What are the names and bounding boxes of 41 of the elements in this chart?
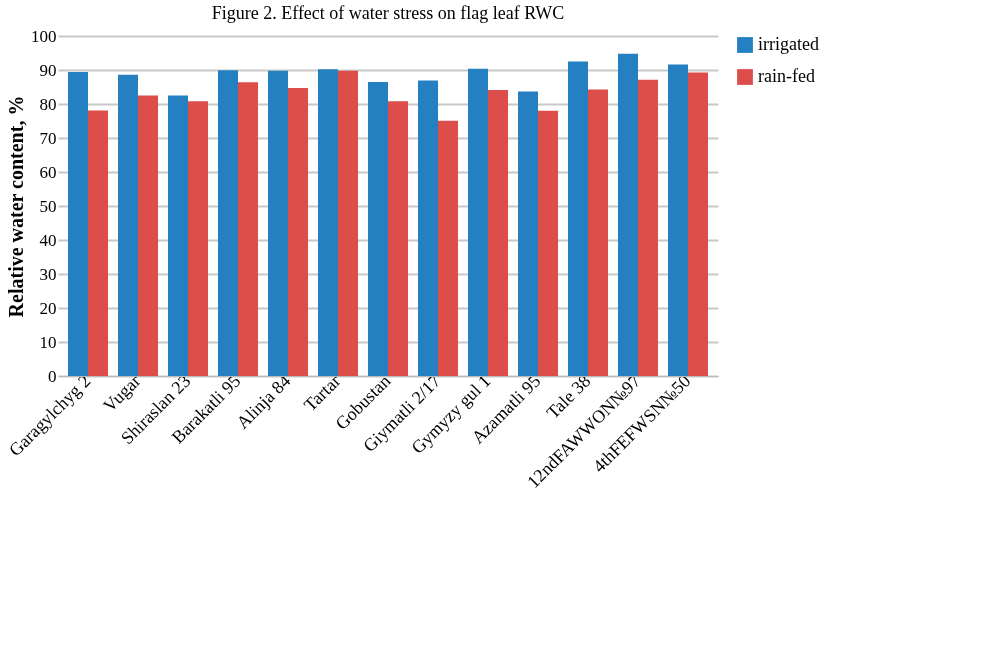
y-tick-label: 80 bbox=[39, 94, 57, 114]
bar bbox=[618, 53, 638, 376]
bar bbox=[468, 68, 488, 376]
bar bbox=[118, 74, 138, 376]
bar bbox=[138, 95, 158, 376]
y-tick-label: 70 bbox=[39, 128, 57, 148]
legend-label: rain-fed bbox=[758, 66, 815, 86]
y-tick-label: 100 bbox=[31, 26, 57, 46]
bar bbox=[588, 89, 608, 376]
y-tick-label: 0 bbox=[48, 366, 57, 386]
bar bbox=[168, 95, 188, 376]
bar bbox=[338, 70, 358, 376]
y-tick-label: 40 bbox=[39, 230, 57, 250]
y-tick-label: 50 bbox=[39, 196, 57, 216]
bar bbox=[488, 90, 508, 376]
bar bbox=[238, 82, 258, 376]
bar bbox=[568, 61, 588, 376]
bar bbox=[668, 64, 688, 376]
y-tick-label: 60 bbox=[39, 162, 57, 182]
bar bbox=[318, 69, 338, 376]
bar bbox=[268, 70, 288, 376]
y-axis-title: Relative water content, % bbox=[5, 95, 27, 318]
bar bbox=[688, 72, 708, 376]
y-tick-label: 90 bbox=[39, 60, 57, 80]
bar bbox=[638, 79, 658, 376]
bar bbox=[218, 70, 238, 376]
bar bbox=[388, 101, 408, 376]
y-tick-label: 30 bbox=[39, 264, 57, 284]
bar bbox=[188, 101, 208, 376]
bar bbox=[518, 91, 538, 376]
bar bbox=[68, 72, 88, 376]
y-tick-label: 20 bbox=[39, 298, 57, 318]
bar bbox=[438, 120, 458, 376]
legend-label: irrigated bbox=[758, 34, 819, 54]
bar bbox=[368, 81, 388, 376]
bar bbox=[418, 80, 438, 376]
bar bbox=[538, 110, 558, 376]
y-tick-label: 10 bbox=[39, 332, 57, 352]
chart-title: Figure 2. Effect of water stress on flag leaf RWC bbox=[211, 3, 565, 23]
bar bbox=[88, 110, 108, 376]
bar bbox=[288, 88, 308, 376]
